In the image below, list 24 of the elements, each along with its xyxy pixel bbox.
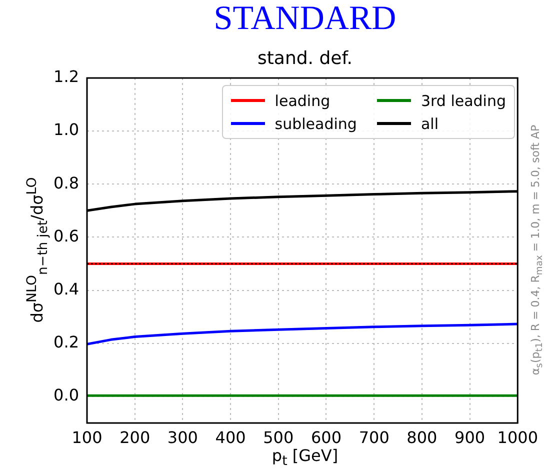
legend-label: 3rd leading: [420, 92, 506, 110]
y-tick-label: 1.0: [54, 120, 79, 140]
x-tick-label: 700: [358, 428, 390, 447]
y-tick-label: 0.0: [54, 386, 79, 405]
x-tick-label: 900: [454, 428, 486, 447]
y-tick-label: 1.2: [54, 67, 79, 86]
legend-label: all: [420, 114, 438, 132]
y-tick-label: 0.2: [54, 332, 79, 352]
x-axis-title: p$_{t}$ [GeV]: [270, 446, 340, 470]
x-tick-label: 400: [215, 428, 246, 447]
y-tick-label: 0.4: [54, 279, 79, 298]
x-tick-label: 500: [263, 428, 294, 447]
x-tick-label: 800: [406, 428, 438, 447]
x-tick-label: 200: [120, 428, 150, 447]
x-tick-label: 600: [310, 428, 342, 447]
legend-label: leading: [274, 92, 330, 110]
y-tick-label: 0.6: [54, 226, 79, 246]
chart-subtitle: stand. def.: [256, 48, 354, 69]
x-tick-label: 1000: [497, 428, 538, 447]
x-tick-label: 100: [72, 428, 102, 447]
chart-title: STANDARD: [212, 0, 398, 38]
x-tick-label: 300: [167, 428, 198, 447]
legend-label: subleading: [274, 114, 357, 132]
y-tick-label: 0.8: [54, 173, 79, 192]
